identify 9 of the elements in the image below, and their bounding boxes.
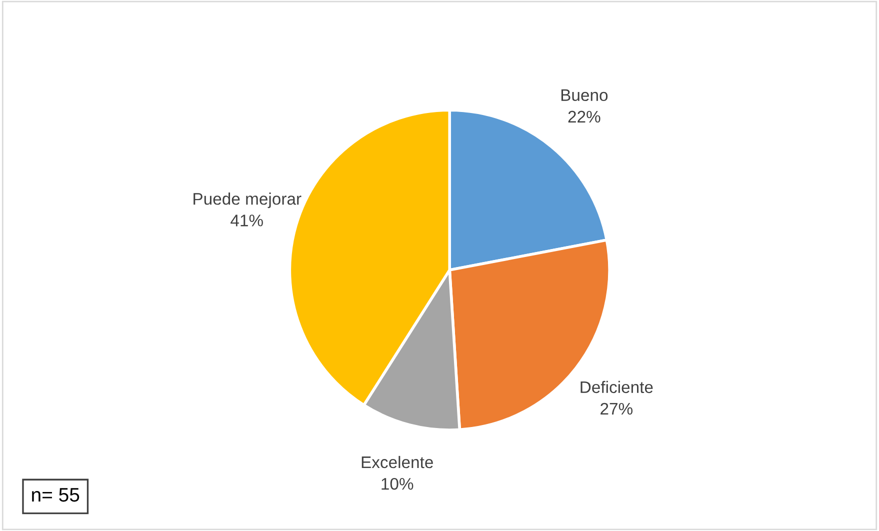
text: n= 55 [32, 488, 80, 502]
slice-label: Excelente [362, 456, 433, 468]
data-label: 27% [600, 402, 633, 415]
data-label: 22% [568, 110, 600, 123]
data-label: 41% [230, 214, 263, 226]
slice-label: Puede mejorar [194, 192, 302, 208]
data-label: 10% [382, 478, 414, 490]
slice-label: Deficiente [580, 380, 653, 394]
slice-label: Bueno [561, 89, 608, 102]
